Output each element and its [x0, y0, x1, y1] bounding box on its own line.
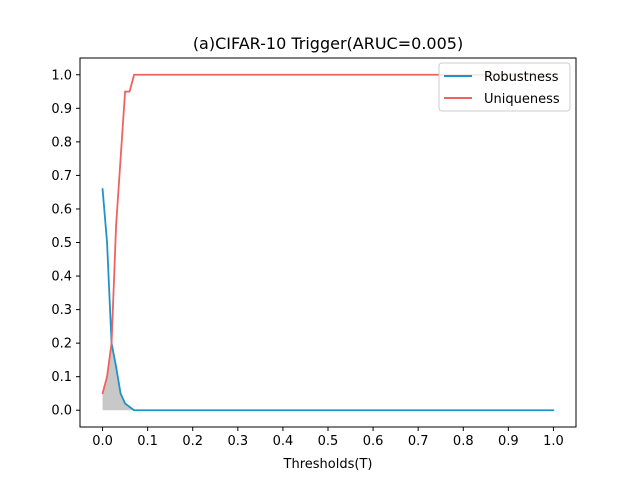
data-point-robustness — [101, 188, 104, 190]
data-point-robustness — [128, 406, 131, 408]
x-tick-label: 0.1 — [137, 434, 158, 449]
data-point-robustness — [119, 392, 122, 395]
data-point-robustness — [115, 365, 117, 368]
data-point-robustness — [282, 409, 284, 412]
data-point-robustness — [191, 409, 194, 412]
x-tick-label: 0.6 — [363, 434, 384, 449]
x-tick-label: 0.7 — [408, 434, 429, 449]
data-point-robustness — [417, 409, 419, 412]
x-tick-label: 0.8 — [453, 434, 474, 449]
data-point-robustness — [462, 409, 465, 412]
y-tick-label: 0.8 — [51, 135, 72, 150]
x-tick-label: 0.0 — [92, 434, 113, 449]
x-tick-label: 0.3 — [227, 434, 248, 449]
data-point-robustness — [372, 409, 374, 412]
data-point-uniqueness — [119, 157, 122, 160]
data-point-uniqueness — [128, 90, 131, 93]
data-point-robustness — [146, 409, 149, 412]
x-axis-label: Thresholds(T) — [283, 457, 373, 472]
chart-title: (a)CIFAR-10 Trigger(ARUC=0.005) — [193, 34, 463, 53]
data-point-uniqueness — [115, 224, 117, 227]
y-tick-label: 0.0 — [51, 404, 72, 419]
y-tick-label: 0.3 — [51, 303, 72, 318]
data-point-robustness — [137, 409, 140, 412]
x-tick-label: 0.2 — [182, 434, 203, 449]
y-tick-label: 1.0 — [51, 68, 72, 83]
data-point-uniqueness — [133, 73, 135, 76]
x-tick-label: 1.0 — [543, 434, 564, 449]
x-axis-ticks: 0.0 0.1 0.2 0.3 0.4 0.5 0.6 0.7 0.8 0.9 1.0 — [92, 427, 564, 449]
data-point-robustness — [327, 409, 329, 412]
data-point-robustness — [237, 409, 239, 412]
data-point-uniqueness — [101, 392, 104, 395]
data-point-robustness — [507, 409, 510, 412]
series-layer — [101, 73, 555, 412]
y-tick-label: 0.1 — [51, 370, 72, 385]
data-point-robustness — [124, 402, 126, 405]
data-point-uniqueness — [282, 73, 284, 76]
y-tick-label: 0.4 — [51, 270, 72, 285]
legend-label-robustness: Robustness — [484, 70, 559, 85]
y-tick-label: 0.6 — [51, 202, 72, 217]
y-tick-label: 0.2 — [51, 337, 72, 352]
data-point-uniqueness — [106, 375, 108, 378]
legend-label-uniqueness: Uniqueness — [484, 92, 560, 107]
data-point-uniqueness — [146, 73, 149, 76]
data-point-uniqueness — [237, 73, 239, 76]
data-point-uniqueness — [191, 73, 194, 76]
data-point-uniqueness — [110, 342, 113, 344]
y-tick-label: 0.5 — [51, 236, 72, 251]
data-point-robustness — [133, 409, 135, 412]
y-tick-label: 0.9 — [51, 102, 72, 117]
legend: Robustness Uniqueness — [438, 62, 571, 112]
data-point-uniqueness — [137, 73, 140, 76]
x-tick-label: 0.9 — [498, 434, 519, 449]
x-tick-label: 0.5 — [318, 434, 339, 449]
data-point-robustness — [106, 241, 108, 244]
data-point-robustness — [552, 409, 555, 412]
y-axis-ticks: 0.0 0.1 0.2 0.3 0.4 0.5 0.6 0.7 0.8 0.9 1.0 — [51, 68, 80, 419]
data-point-uniqueness — [417, 73, 419, 76]
data-point-uniqueness — [372, 73, 374, 76]
data-point-uniqueness — [327, 73, 329, 76]
y-tick-label: 0.7 — [51, 169, 72, 184]
x-tick-label: 0.4 — [273, 434, 294, 449]
data-point-uniqueness — [124, 90, 126, 93]
